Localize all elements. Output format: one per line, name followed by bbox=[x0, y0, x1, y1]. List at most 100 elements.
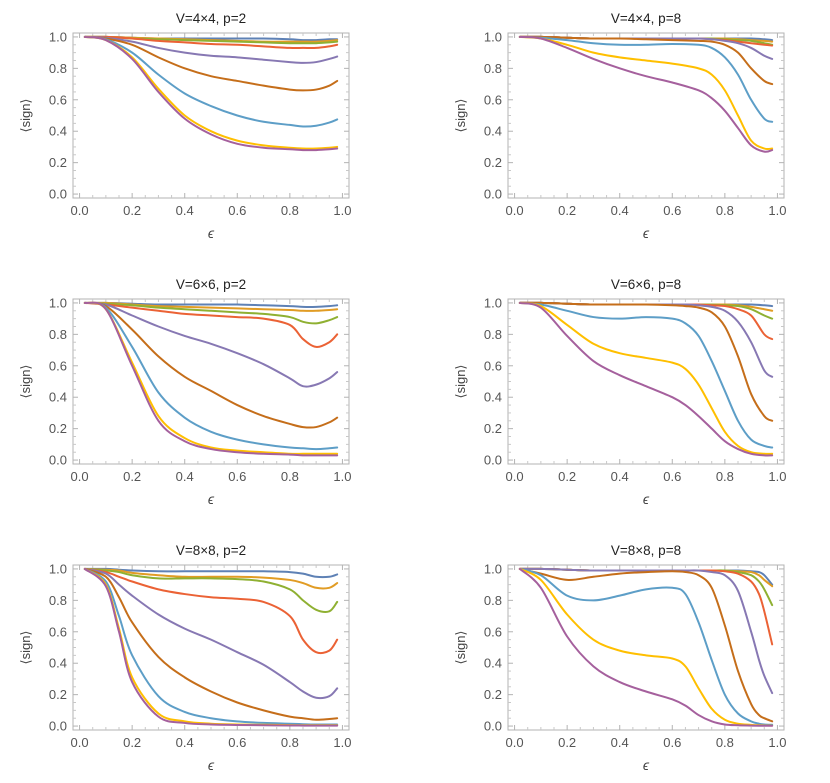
series-line-s5 bbox=[83, 567, 339, 700]
y-axis-label: ⟨sign⟩ bbox=[18, 631, 33, 665]
x-tick-label: 0.6 bbox=[228, 469, 246, 484]
x-tick-label: 0.0 bbox=[506, 469, 524, 484]
x-tick-label: 1.0 bbox=[768, 203, 786, 218]
series-line-s9 bbox=[518, 35, 774, 153]
series-line-s3 bbox=[518, 567, 774, 607]
x-tick-label: 0.4 bbox=[176, 735, 194, 750]
x-tick-label: 0.6 bbox=[663, 203, 681, 218]
x-tick-label: 0.8 bbox=[281, 735, 299, 750]
y-axis-label: ⟨sign⟩ bbox=[453, 99, 468, 133]
series-line-s6 bbox=[83, 35, 339, 92]
chart-title: V=8×8, p=8 bbox=[611, 543, 681, 558]
x-tick-label: 0.8 bbox=[281, 203, 299, 218]
chart-panel-2: V=4×4, p=8 0.0 0.0 0.2 0.2 0.4 0.4 0.6 0.6 0.8 0.8… bbox=[453, 11, 786, 241]
y-tick-label: 0.2 bbox=[49, 687, 67, 702]
x-tick-label: 0.4 bbox=[611, 735, 629, 750]
series-line-s6 bbox=[518, 35, 774, 86]
x-tick-label: 0.2 bbox=[123, 203, 141, 218]
x-tick-label: 1.0 bbox=[333, 735, 351, 750]
x-tick-label: 0.8 bbox=[716, 469, 734, 484]
chart-panel-3: V=6×6, p=2 0.0 0.0 0.2 0.2 0.4 0.4 0.6 0.6 0.8 0.8… bbox=[18, 277, 351, 507]
x-axis-label: ϵ bbox=[643, 491, 650, 507]
y-tick-label: 1.0 bbox=[49, 29, 67, 44]
series-line-s7 bbox=[83, 35, 339, 128]
y-tick-label: 0.4 bbox=[484, 124, 502, 139]
x-tick-label: 0.2 bbox=[123, 735, 141, 750]
y-tick-label: 1.0 bbox=[49, 561, 67, 576]
x-tick-label: 1.0 bbox=[333, 203, 351, 218]
y-tick-label: 1.0 bbox=[484, 295, 502, 310]
x-tick-label: 0.8 bbox=[716, 203, 734, 218]
series-line-s6 bbox=[83, 567, 339, 721]
x-tick-label: 0.0 bbox=[506, 203, 524, 218]
y-tick-label: 0.2 bbox=[484, 687, 502, 702]
x-tick-label: 0.2 bbox=[558, 469, 576, 484]
y-tick-label: 0.4 bbox=[49, 656, 67, 671]
x-tick-label: 0.4 bbox=[611, 469, 629, 484]
series-line-s4 bbox=[83, 35, 339, 50]
series-line-s7 bbox=[83, 301, 339, 451]
x-tick-label: 0.0 bbox=[71, 203, 89, 218]
chart-panel-6: V=8×8, p=8 0.0 0.0 0.2 0.2 0.4 0.4 0.6 0.6 0.8 0.8… bbox=[453, 543, 786, 773]
y-tick-label: 0.4 bbox=[484, 390, 502, 405]
series-line-s7 bbox=[518, 301, 774, 449]
series-line-s6 bbox=[83, 301, 339, 429]
y-axis-label: ⟨sign⟩ bbox=[18, 365, 33, 399]
series-line-s8 bbox=[83, 35, 339, 150]
chart-title: V=8×8, p=2 bbox=[176, 543, 246, 558]
series-line-s9 bbox=[518, 567, 774, 727]
chart-title: V=6×6, p=8 bbox=[611, 277, 681, 292]
y-tick-label: 0.8 bbox=[484, 593, 502, 608]
x-tick-label: 0.0 bbox=[71, 735, 89, 750]
series-line-s3 bbox=[83, 301, 339, 325]
series-line-s6 bbox=[518, 567, 774, 723]
chart-panel-4: V=6×6, p=8 0.0 0.0 0.2 0.2 0.4 0.4 0.6 0.6 0.8 0.8… bbox=[453, 277, 786, 507]
series-line-s4 bbox=[518, 567, 774, 646]
y-tick-label: 0.2 bbox=[484, 421, 502, 436]
y-tick-label: 0.4 bbox=[484, 656, 502, 671]
y-tick-label: 0.0 bbox=[484, 719, 502, 734]
series-line-s9 bbox=[83, 35, 339, 152]
x-tick-label: 0.8 bbox=[281, 469, 299, 484]
x-axis-label: ϵ bbox=[208, 757, 215, 773]
y-tick-label: 0.8 bbox=[49, 327, 67, 342]
series-line-s8 bbox=[518, 567, 774, 727]
x-tick-label: 0.2 bbox=[558, 203, 576, 218]
series-line-s5 bbox=[518, 301, 774, 378]
plot-frame bbox=[72, 32, 350, 199]
y-axis-label: ⟨sign⟩ bbox=[18, 99, 33, 133]
y-tick-label: 0.4 bbox=[49, 124, 67, 139]
plot-frame bbox=[507, 298, 785, 465]
y-tick-label: 0.6 bbox=[49, 358, 67, 373]
y-tick-label: 0.8 bbox=[484, 327, 502, 342]
x-tick-label: 1.0 bbox=[768, 469, 786, 484]
x-tick-label: 0.2 bbox=[123, 469, 141, 484]
series-line-s9 bbox=[518, 301, 774, 457]
y-tick-label: 0.2 bbox=[49, 155, 67, 170]
series-line-s5 bbox=[83, 301, 339, 388]
x-axis-label: ϵ bbox=[208, 225, 215, 241]
x-tick-label: 0.4 bbox=[176, 203, 194, 218]
x-tick-label: 0.4 bbox=[611, 203, 629, 218]
x-tick-label: 0.6 bbox=[228, 735, 246, 750]
series-line-s5 bbox=[83, 35, 339, 64]
series-line-s8 bbox=[518, 35, 774, 151]
series-line-s2 bbox=[83, 567, 339, 590]
chart-title: V=6×6, p=2 bbox=[176, 277, 246, 292]
x-tick-label: 0.6 bbox=[663, 469, 681, 484]
y-tick-label: 1.0 bbox=[49, 295, 67, 310]
x-tick-label: 0.4 bbox=[176, 469, 194, 484]
x-tick-label: 0.8 bbox=[716, 735, 734, 750]
x-tick-label: 1.0 bbox=[333, 469, 351, 484]
y-tick-label: 0.0 bbox=[484, 453, 502, 468]
y-tick-label: 0.8 bbox=[49, 593, 67, 608]
y-tick-label: 0.6 bbox=[484, 358, 502, 373]
y-tick-label: 0.0 bbox=[49, 187, 67, 202]
y-tick-label: 0.0 bbox=[484, 187, 502, 202]
y-tick-label: 0.4 bbox=[49, 390, 67, 405]
y-tick-label: 1.0 bbox=[484, 29, 502, 44]
series-line-s3 bbox=[83, 567, 339, 613]
y-tick-label: 0.6 bbox=[484, 92, 502, 107]
series-line-s9 bbox=[83, 567, 339, 727]
y-axis-label: ⟨sign⟩ bbox=[453, 631, 468, 665]
